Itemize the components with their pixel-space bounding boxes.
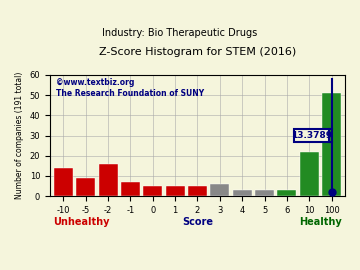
Text: Score: Score	[182, 217, 213, 227]
Text: 13.3789: 13.3789	[291, 131, 332, 140]
Bar	[143, 186, 162, 196]
Bar	[121, 182, 140, 196]
Bar	[233, 190, 252, 196]
Bar	[99, 164, 117, 196]
Bar	[210, 184, 229, 196]
Text: Healthy: Healthy	[299, 217, 342, 227]
Bar	[54, 168, 73, 196]
FancyBboxPatch shape	[294, 129, 329, 141]
Text: Unhealthy: Unhealthy	[53, 217, 109, 227]
Bar	[300, 152, 319, 196]
Bar	[255, 190, 274, 196]
Title: Z-Score Histogram for STEM (2016): Z-Score Histogram for STEM (2016)	[99, 48, 296, 58]
Bar	[188, 186, 207, 196]
Text: ©www.textbiz.org: ©www.textbiz.org	[56, 79, 134, 87]
Text: The Research Foundation of SUNY: The Research Foundation of SUNY	[56, 89, 204, 98]
Y-axis label: Number of companies (191 total): Number of companies (191 total)	[15, 72, 24, 199]
Bar	[277, 190, 296, 196]
Bar	[76, 178, 95, 196]
Text: Industry: Bio Therapeutic Drugs: Industry: Bio Therapeutic Drugs	[102, 28, 258, 38]
Bar	[166, 186, 185, 196]
Bar	[322, 93, 341, 196]
